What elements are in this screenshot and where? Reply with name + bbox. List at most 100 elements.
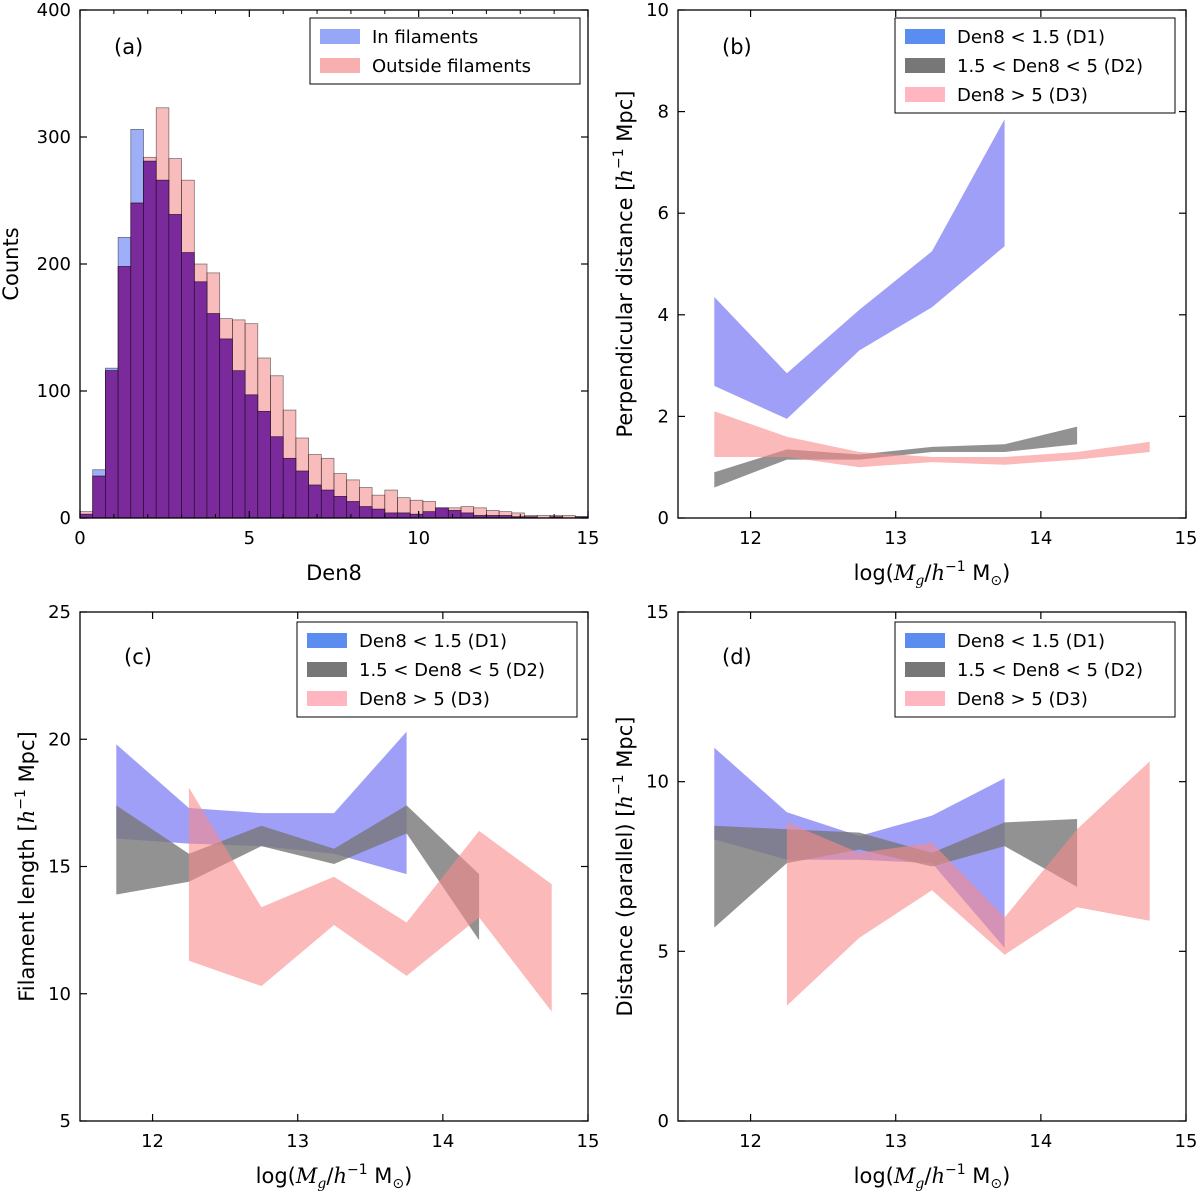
histogram-overlap-bar: [181, 252, 195, 519]
y-tick-label: 4: [658, 305, 669, 326]
legend-swatch: [905, 58, 945, 73]
legend-swatch: [320, 58, 360, 73]
y-tick-label: 400: [37, 0, 71, 21]
y-axis-label: Perpendicular distance [h−1 Mpc]: [611, 91, 637, 438]
band-d1: [116, 731, 407, 875]
y-tick-label: 25: [48, 602, 71, 623]
y-tick-label: 5: [658, 941, 669, 962]
legend-swatch: [307, 662, 347, 677]
x-tick-label: 12: [141, 1131, 164, 1152]
x-tick-label: 14: [431, 1131, 454, 1152]
y-tick-label: 2: [658, 406, 669, 427]
legend-swatch: [905, 29, 945, 44]
legend-swatch: [307, 691, 347, 706]
y-tick-label: 10: [48, 984, 71, 1005]
x-axis-label: log(Mg/h−1 M⊙): [854, 559, 1011, 589]
legend-label: 1.5 < Den8 < 5 (D2): [957, 56, 1143, 77]
y-tick-label: 20: [48, 729, 71, 750]
histogram-overlap-bar: [219, 338, 233, 519]
histogram-overlap-bar: [206, 313, 221, 519]
ticks: 12 13 14 15 0 5 10 15: [646, 602, 1197, 1152]
x-tick-label: 15: [1175, 528, 1198, 549]
histogram-overlap-bar: [435, 507, 449, 519]
y-tick-label: 200: [37, 254, 71, 275]
legend-label: Outside filaments: [372, 56, 531, 77]
x-axis-label: log(Mg/h−1 M⊙): [854, 1162, 1011, 1192]
histogram-overlap-bar: [232, 370, 246, 519]
histogram-overlap-bar: [397, 512, 411, 519]
x-tick-label: 15: [1175, 1131, 1198, 1152]
legend-swatch: [905, 87, 945, 102]
legend-swatch: [905, 691, 945, 706]
y-tick-label: 6: [658, 203, 669, 224]
ticks: 12 13 14 15 5 10 15 20 25: [48, 602, 599, 1152]
x-axis-label: log(Mg/h−1 M⊙): [256, 1162, 413, 1192]
band-d3: [714, 411, 1150, 468]
histogram-overlap-bar: [359, 506, 373, 519]
y-tick-label: 0: [658, 1111, 669, 1132]
x-axis-label: Den8: [306, 561, 362, 585]
histogram-overlap-bar: [155, 179, 170, 519]
y-tick-label: 0: [60, 508, 71, 529]
histogram-overlap-bar: [143, 160, 157, 519]
x-tick-label: 13: [884, 528, 907, 549]
x-tick-label: 13: [286, 1131, 309, 1152]
x-tick-label: 15: [577, 1131, 600, 1152]
y-tick-label: 300: [37, 127, 71, 148]
legend-label: Den8 < 1.5 (D1): [359, 631, 507, 652]
y-tick-label: 0: [658, 508, 669, 529]
histogram-overlap-bar: [168, 214, 182, 519]
band-d2: [116, 805, 480, 941]
panel-b: 12 13 14 15 0 2 4 6 8 10 log(Mg/h−1 M⊙) Perpendicul…: [611, 0, 1197, 589]
legend-label: 1.5 < Den8 < 5 (D2): [957, 660, 1143, 681]
legend: Den8 < 1.5 (D1) 1.5 < Den8 < 5 (D2) Den8 >…: [894, 17, 1176, 114]
panel-label: (d): [722, 645, 752, 669]
histogram-overlap-bar: [295, 470, 309, 519]
y-tick-label: 10: [646, 772, 669, 793]
legend-swatch: [905, 662, 945, 677]
histogram-overlap-bar: [422, 511, 436, 519]
histogram-overlap-bar: [282, 457, 297, 519]
y-axis-label: Counts: [0, 227, 23, 300]
histogram-overlap: [79, 160, 589, 519]
histogram-overlap-bar: [346, 501, 360, 519]
ticks: 12 13 14 15 0 2 4 6 8 10: [646, 0, 1197, 549]
legend-label: In filaments: [372, 27, 478, 48]
histogram-overlap-bar: [447, 510, 462, 519]
x-tick-label: 0: [74, 528, 85, 549]
legend-swatch: [307, 633, 347, 648]
panel-label: (a): [114, 35, 143, 59]
histogram-overlap-bar: [130, 202, 144, 519]
y-tick-label: 15: [48, 857, 71, 878]
y-tick-label: 8: [658, 102, 669, 123]
band-d2: [714, 426, 1078, 488]
band-d1: [714, 119, 1005, 419]
x-tick-label: 10: [407, 528, 430, 549]
axes-frame: [677, 9, 1187, 519]
histogram-overlap-bar: [333, 496, 348, 519]
panel-a: 0 5 10 15 0 100 200 300 400 Den8 Counts (a) In filam…: [0, 0, 599, 585]
histogram-overlap-bar: [384, 512, 398, 519]
histogram-overlap-bar: [308, 484, 322, 519]
histogram-overlap-bar: [270, 436, 284, 519]
legend: Den8 < 1.5 (D1) 1.5 < Den8 < 5 (D2) Den8 >…: [894, 621, 1176, 718]
panel-label: (b): [722, 35, 752, 59]
legend: Den8 < 1.5 (D1) 1.5 < Den8 < 5 (D2) Den8 >…: [296, 621, 578, 718]
y-axis-label: Filament length [h−1 Mpc]: [13, 731, 39, 1002]
axes-frame: [677, 611, 1187, 1122]
x-tick-label: 15: [577, 528, 600, 549]
band-d3: [188, 787, 552, 1012]
x-tick-label: 14: [1029, 528, 1052, 549]
histogram-overlap-bar: [371, 508, 386, 519]
legend-label: Den8 < 1.5 (D1): [957, 631, 1105, 652]
x-tick-label: 14: [1029, 1131, 1052, 1152]
histogram-overlap-bar: [320, 489, 335, 519]
x-tick-label: 13: [884, 1131, 907, 1152]
x-tick-label: 12: [739, 1131, 762, 1152]
y-tick-label: 15: [646, 602, 669, 623]
histogram-overlap-bar: [105, 370, 119, 519]
histogram-overlap-bar: [193, 281, 208, 519]
y-axis-label: Distance (parallel) [h−1 Mpc]: [611, 717, 637, 1017]
legend-label: Den8 < 1.5 (D1): [957, 27, 1105, 48]
